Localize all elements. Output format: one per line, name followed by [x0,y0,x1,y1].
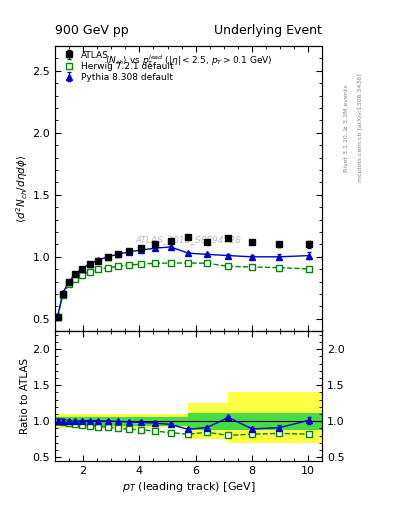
Herwig 7.2.1 default [116,263,120,269]
Herwig 7.2.1 default [250,264,255,270]
Text: $\langle N_{ch} \rangle$ vs $p_T^{lead}$ ($|\eta| < 2.5$, $p_T > 0.1$ GeV): $\langle N_{ch} \rangle$ vs $p_T^{lead}$… [105,53,272,68]
Y-axis label: $\langle d^2 N_{ch}/d\eta d\phi \rangle$: $\langle d^2 N_{ch}/d\eta d\phi \rangle$ [14,155,29,223]
Herwig 7.2.1 default [168,260,173,266]
Herwig 7.2.1 default [73,275,78,282]
Herwig 7.2.1 default [307,266,311,272]
Herwig 7.2.1 default [66,281,71,287]
Herwig 7.2.1 default [153,260,158,266]
Herwig 7.2.1 default [185,260,190,266]
Herwig 7.2.1 default [127,262,131,268]
Y-axis label: Ratio to ATLAS: Ratio to ATLAS [20,358,29,434]
Text: Underlying Event: Underlying Event [215,24,322,37]
Herwig 7.2.1 default [55,314,60,320]
Herwig 7.2.1 default [80,272,84,278]
Herwig 7.2.1 default [105,265,110,271]
Text: 900 GeV pp: 900 GeV pp [55,24,129,37]
Line: Herwig 7.2.1 default: Herwig 7.2.1 default [54,260,312,320]
Herwig 7.2.1 default [139,261,144,267]
Text: ATLAS_2010_S8894728: ATLAS_2010_S8894728 [136,236,242,244]
Legend: ATLAS, Herwig 7.2.1 default, Pythia 8.308 default: ATLAS, Herwig 7.2.1 default, Pythia 8.30… [58,49,176,84]
Herwig 7.2.1 default [205,260,209,266]
Herwig 7.2.1 default [226,263,231,269]
Text: Rivet 3.1.10, ≥ 3.3M events: Rivet 3.1.10, ≥ 3.3M events [344,84,349,172]
Herwig 7.2.1 default [61,291,65,297]
Text: mcplots.cern.ch [arXiv:1306.3436]: mcplots.cern.ch [arXiv:1306.3436] [358,74,363,182]
Herwig 7.2.1 default [88,269,92,275]
X-axis label: $p_T$ (leading track) [GeV]: $p_T$ (leading track) [GeV] [122,480,255,494]
Herwig 7.2.1 default [277,265,281,271]
Herwig 7.2.1 default [96,266,101,272]
